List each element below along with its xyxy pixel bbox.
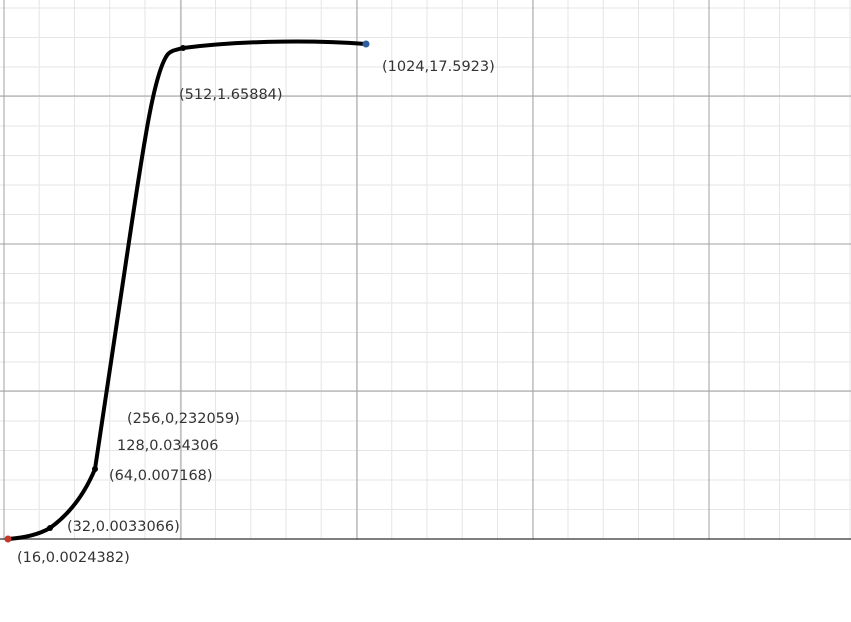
point-label-128: 128,0.034306 [117, 438, 218, 454]
point-label-256: (256,0,232059) [127, 411, 240, 427]
data-curve [6, 39, 368, 541]
point-marker-16 [4, 535, 12, 543]
minor-gridlines [0, 0, 851, 540]
point-label-1024: (1024,17.5923) [382, 59, 495, 75]
major-gridlines [0, 0, 851, 540]
point-label-16: (16,0.0024382) [17, 550, 130, 566]
point-marker-64 [92, 466, 98, 472]
point-label-512: (512,1.65884) [179, 87, 283, 103]
data-point-markers [4, 40, 370, 543]
point-label-32: (32,0.0033066) [67, 519, 180, 535]
point-marker-32 [47, 525, 53, 531]
data-point-labels: (16,0.0024382) (32,0.0033066) (64,0.0071… [17, 59, 495, 566]
point-marker-512 [180, 45, 186, 51]
point-label-64: (64,0.007168) [109, 468, 213, 484]
point-marker-1024 [362, 40, 370, 48]
